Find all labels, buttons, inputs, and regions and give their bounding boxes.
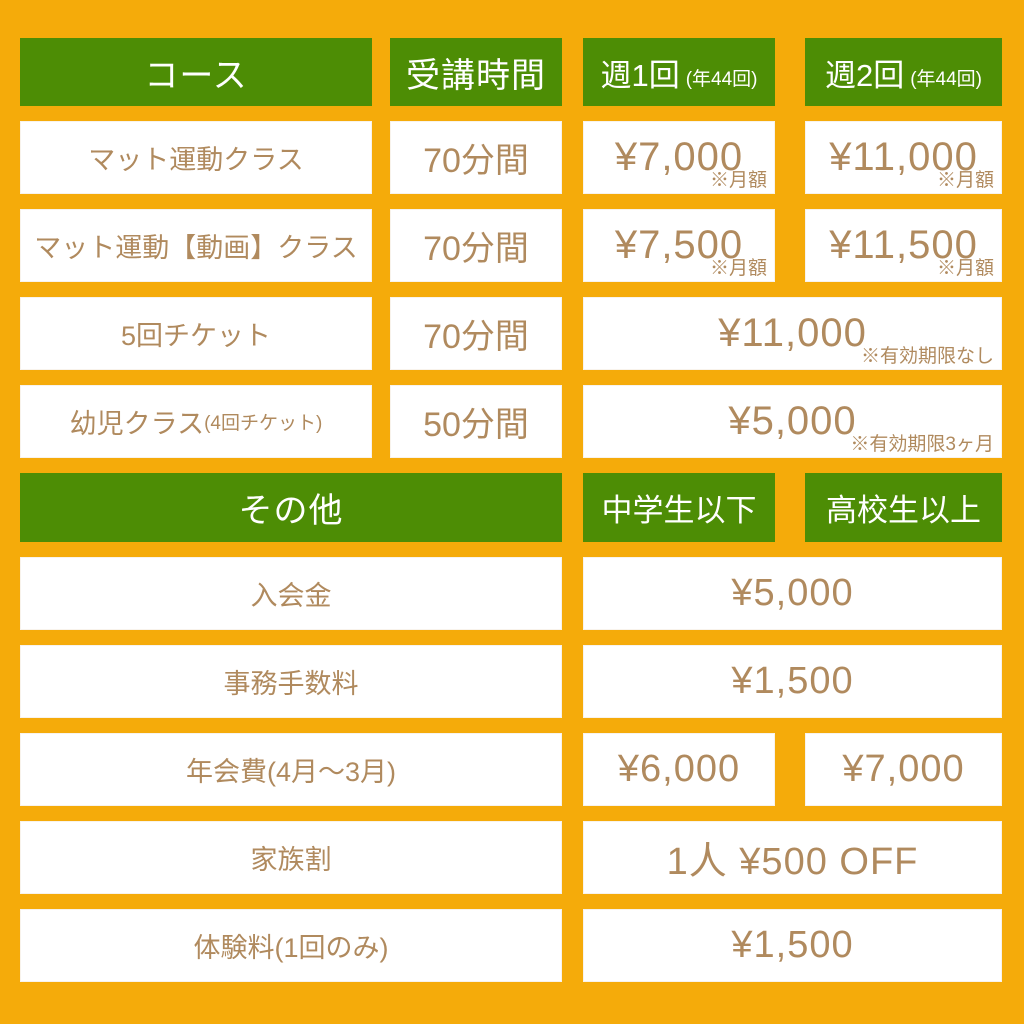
course-duration-cell: 50分間 [390, 385, 562, 458]
course-price: ¥7,000 [614, 135, 744, 179]
course-price-span-cell: ¥5,000 ※有効期限3ヶ月 [583, 385, 1002, 458]
course-price-weekly1-cell: ¥7,000 ※月額 [583, 121, 775, 194]
other-value: ¥1,500 [731, 924, 854, 966]
course-name: マット運動クラス [88, 145, 304, 175]
course-price-weekly1-cell: ¥7,500 ※月額 [583, 209, 775, 282]
other-value-junior-cell: ¥6,000 [583, 733, 775, 806]
header-course: コース [20, 38, 372, 106]
other-name-cell: 体験料(1回のみ) [20, 909, 562, 982]
other-name: 体験料(1回のみ) [193, 933, 389, 963]
course-price-note: ※月額 [709, 170, 767, 191]
course-price-note: ※有効期限3ヶ月 [850, 434, 994, 455]
header-course-label: コース [144, 56, 248, 95]
course-price: ¥7,500 [614, 223, 744, 267]
course-price: ¥11,000 [718, 311, 867, 355]
other-value: ¥6,000 [617, 748, 741, 790]
header-weekly2-note: (年44回) [910, 68, 983, 90]
other-name-cell: 家族割 [20, 821, 562, 894]
header-duration-label: 受講時間 [406, 56, 546, 95]
other-name-cell: 年会費(4月〜3月) [20, 733, 562, 806]
course-name-cell: 5回チケット [20, 297, 372, 370]
course-duration-cell: 70分間 [390, 297, 562, 370]
course-price: ¥11,000 [829, 135, 978, 179]
other-value-senior-cell: ¥7,000 [805, 733, 1002, 806]
course-price-weekly2-cell: ¥11,500 ※月額 [805, 209, 1002, 282]
other-value: ¥5,000 [731, 572, 854, 614]
other-name: 家族割 [250, 845, 332, 875]
course-name: 5回チケット [120, 321, 272, 351]
course-name: マット運動【動画】クラス [34, 233, 358, 263]
course-price: ¥11,500 [829, 223, 978, 267]
header-other: その他 [20, 473, 562, 542]
course-duration-cell: 70分間 [390, 209, 562, 282]
header-weekly1-label: 週1回 [600, 57, 680, 93]
other-name: 年会費(4月〜3月) [185, 757, 396, 787]
course-duration-cell: 70分間 [390, 121, 562, 194]
course-duration: 70分間 [423, 142, 529, 180]
header-weekly2-label: 週2回 [824, 57, 905, 93]
course-name: 幼児クラス [69, 409, 205, 439]
header-junior: 中学生以下 [583, 473, 775, 542]
header-other-label: その他 [238, 492, 344, 530]
other-value-cell: ¥5,000 [583, 557, 1002, 630]
course-price-note: ※月額 [936, 170, 994, 191]
course-price-span-cell: ¥11,000 ※有効期限なし [583, 297, 1002, 370]
course-name-note: (4回チケット) [204, 413, 323, 434]
course-duration: 50分間 [423, 406, 529, 444]
pricing-table: コース 受講時間 週1回 (年44回) 週2回 (年44回) マット運動クラス … [20, 38, 1002, 982]
header-duration: 受講時間 [390, 38, 562, 106]
course-name-cell: マット運動クラス [20, 121, 372, 194]
course-price-weekly2-cell: ¥11,000 ※月額 [805, 121, 1002, 194]
other-value: ¥1,500 [731, 660, 854, 702]
course-name-cell: 幼児クラス (4回チケット) [20, 385, 372, 458]
course-duration: 70分間 [423, 318, 529, 356]
header-weekly1: 週1回 (年44回) [583, 38, 775, 106]
other-name: 入会金 [250, 581, 332, 611]
header-weekly2: 週2回 (年44回) [805, 38, 1002, 106]
other-name: 事務手数料 [223, 669, 359, 699]
other-value-cell: ¥1,500 [583, 909, 1002, 982]
other-value-cell: ¥1,500 [583, 645, 1002, 718]
course-duration: 70分間 [423, 230, 529, 268]
header-junior-label: 中学生以下 [601, 493, 757, 528]
header-weekly1-note: (年44回) [685, 68, 758, 90]
other-name-cell: 入会金 [20, 557, 562, 630]
header-senior: 高校生以上 [805, 473, 1002, 542]
course-name-cell: マット運動【動画】クラス [20, 209, 372, 282]
other-value-cell: 1人 ¥500 OFF [583, 821, 1002, 894]
header-senior-label: 高校生以上 [826, 493, 981, 528]
other-value: 1人 ¥500 OFF [666, 841, 919, 883]
course-price-note: ※月額 [709, 258, 767, 279]
other-name-cell: 事務手数料 [20, 645, 562, 718]
other-value: ¥7,000 [842, 748, 965, 790]
course-price-note: ※有効期限なし [860, 346, 994, 367]
course-price: ¥5,000 [728, 399, 857, 443]
course-price-note: ※月額 [936, 258, 994, 279]
